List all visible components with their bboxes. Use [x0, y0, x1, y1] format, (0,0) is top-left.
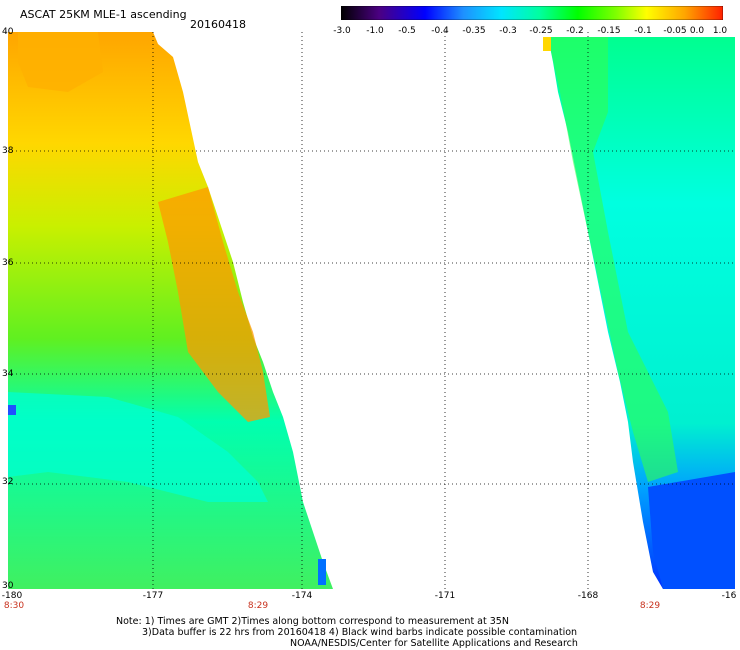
- left-swath: [8, 32, 333, 589]
- colorbar-label: -0.1: [634, 26, 652, 36]
- map-date: 20160418: [190, 18, 246, 31]
- graticule: [8, 32, 735, 589]
- colorbar-label: -0.35: [462, 26, 486, 36]
- lat-tick: 34: [2, 369, 14, 379]
- time-label: 8:29: [639, 601, 661, 611]
- lon-tick: -16: [721, 591, 737, 601]
- colorbar-label: -0.25: [529, 26, 553, 36]
- colorbar-label: -0.05: [663, 26, 687, 36]
- yellow-pixel: [543, 37, 551, 51]
- lat-tick: 40: [2, 27, 14, 37]
- lat-tick: 32: [2, 477, 14, 487]
- colorbar-label: -0.4: [431, 26, 449, 36]
- blue-pixel: [8, 405, 16, 415]
- blue-pixel: [318, 559, 326, 585]
- lon-tick: -177: [142, 591, 164, 601]
- lon-tick: -180: [1, 591, 23, 601]
- footnote-line-1: Note: 1) Times are GMT 2)Times along bot…: [116, 616, 509, 627]
- lon-tick: -171: [434, 591, 456, 601]
- footnote-line-2: 3)Data buffer is 22 hrs from 20160418 4)…: [142, 627, 578, 638]
- colorbar-label: -3.0: [333, 26, 351, 36]
- time-label: 8:30: [3, 601, 25, 611]
- colorbar-label: 1.0: [712, 26, 728, 36]
- green-band: [548, 37, 678, 482]
- lon-tick: -168: [577, 591, 599, 601]
- footnote-line-3: NOAA/NESDIS/Center for Satellite Applica…: [290, 638, 578, 649]
- colorbar-labels: -3.0 -1.0 -0.5 -0.4 -0.35 -0.3 -0.25 -0.…: [330, 26, 740, 40]
- colorbar-label: 0.0: [689, 26, 705, 36]
- colorbar: [340, 5, 724, 21]
- time-label: 8:29: [247, 601, 269, 611]
- colorbar-label: -1.0: [366, 26, 384, 36]
- map-title: ASCAT 25KM MLE-1 ascending: [20, 8, 187, 21]
- map-plot: [8, 32, 735, 589]
- colorbar-label: -0.5: [398, 26, 416, 36]
- colorbar-label: -0.15: [597, 26, 621, 36]
- colorbar-gradient: [340, 5, 724, 21]
- warm-region: [158, 187, 270, 422]
- blue-region: [648, 472, 735, 589]
- lat-tick: 36: [2, 258, 14, 268]
- lon-tick: -174: [291, 591, 313, 601]
- lat-tick: 30: [2, 581, 14, 591]
- cyan-region: [8, 392, 268, 502]
- warm-region-top: [18, 32, 103, 92]
- colorbar-label: -0.3: [499, 26, 517, 36]
- lat-tick: 38: [2, 146, 14, 156]
- swath-map: [8, 32, 735, 589]
- colorbar-label: -0.2: [566, 26, 584, 36]
